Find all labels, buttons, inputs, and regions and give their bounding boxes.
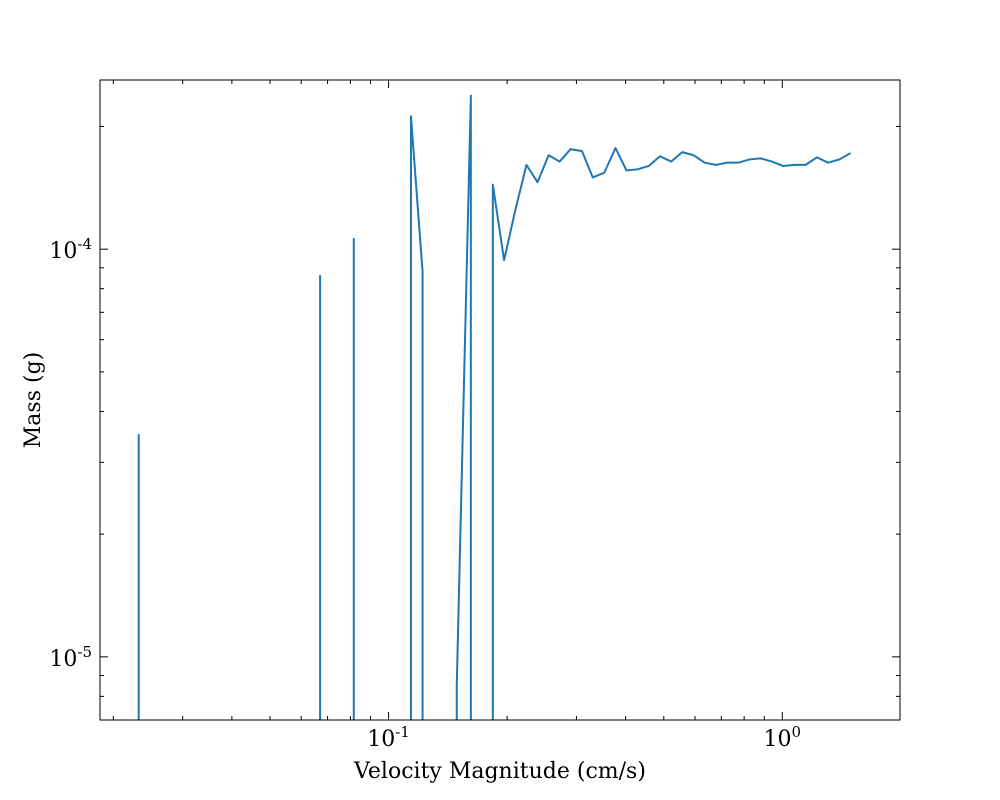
plot-frame (99, 79, 901, 721)
y-axis-label: Mass (g) (21, 352, 46, 448)
tick-labels: 10-1 100 10-5 10-4 (49, 235, 801, 752)
y-tick-label: 10-5 (49, 643, 92, 672)
series-line-0 (137, 94, 852, 720)
axis-ticks (100, 80, 900, 721)
x-tick-label: 100 (764, 723, 802, 752)
y-tick-label: 10-4 (49, 235, 92, 264)
x-axis-label: Velocity Magnitude (cm/s) (353, 759, 646, 784)
x-tick-label: 10-1 (367, 723, 410, 752)
plot-area (137, 94, 852, 720)
